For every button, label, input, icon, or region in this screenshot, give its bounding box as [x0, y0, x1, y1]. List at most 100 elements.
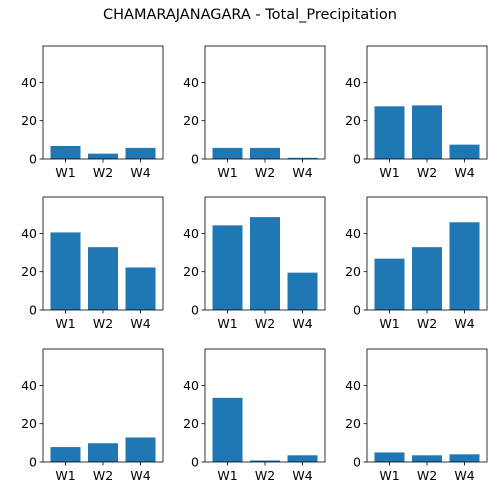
bar-w4: [125, 267, 156, 310]
plot-frame: [204, 348, 326, 463]
plot-frame: [204, 45, 326, 160]
subplot-9: W1 W2 W4 0 20 40: [345, 348, 488, 483]
y-tick-label: 20: [345, 113, 361, 128]
bar-w4: [287, 272, 318, 310]
y-tick-label: 0: [191, 455, 199, 470]
bar-w1: [50, 447, 81, 462]
bar-w2: [250, 147, 280, 159]
subplot-5: W1 W2 W4 0 20 40: [183, 196, 326, 331]
y-tick-label: 20: [345, 416, 361, 431]
subplot-6: W1 W2 W4 0 20 40: [345, 196, 488, 331]
x-tick-label: W1: [379, 316, 399, 331]
bar-w1: [212, 225, 243, 310]
bar-w2: [88, 443, 118, 462]
y-tick-label: 0: [353, 303, 361, 318]
x-tick-label: W4: [454, 468, 474, 483]
y-tick-label: 40: [183, 226, 199, 241]
plot-frame: [42, 196, 164, 311]
bar-w1: [212, 147, 243, 159]
x-tick-label: W2: [255, 316, 275, 331]
bar-w2: [250, 217, 280, 310]
y-tick-label: 40: [345, 226, 361, 241]
x-tick-label: W1: [379, 165, 399, 180]
bar-w2: [88, 247, 118, 310]
y-tick-label: 40: [21, 226, 37, 241]
y-tick-label: 0: [353, 152, 361, 167]
x-tick-label: W1: [55, 468, 75, 483]
plot-frame: [42, 348, 164, 463]
x-tick-label: W2: [93, 468, 113, 483]
x-tick-label: W4: [292, 468, 312, 483]
x-tick-label: W1: [217, 165, 237, 180]
y-tick-label: 0: [353, 455, 361, 470]
bar-w1: [212, 397, 243, 462]
y-tick-label: 0: [29, 152, 37, 167]
y-tick-label: 20: [183, 416, 199, 431]
y-tick-label: 20: [183, 113, 199, 128]
subplot-4: W1 W2 W4 0 20 40: [21, 196, 164, 331]
x-tick-label: W4: [454, 165, 474, 180]
x-tick-label: W1: [379, 468, 399, 483]
figure-title: CHAMARAJANAGARA - Total_Precipitation: [103, 7, 397, 23]
x-tick-label: W1: [217, 316, 237, 331]
bar-w4: [449, 222, 480, 310]
y-tick-label: 20: [345, 264, 361, 279]
bar-w2: [412, 247, 442, 310]
y-tick-label: 0: [191, 303, 199, 318]
x-tick-label: W1: [55, 165, 75, 180]
x-tick-label: W4: [130, 316, 150, 331]
bar-w1: [374, 258, 405, 310]
y-tick-label: 20: [21, 264, 37, 279]
y-tick-label: 40: [183, 75, 199, 90]
x-tick-label: W4: [292, 316, 312, 331]
plot-frame: [366, 45, 488, 160]
x-tick-label: W1: [55, 316, 75, 331]
bar-w1: [374, 106, 405, 159]
x-tick-label: W2: [417, 165, 437, 180]
plot-frame: [366, 348, 488, 463]
bar-w4: [287, 157, 318, 159]
y-tick-label: 0: [29, 455, 37, 470]
y-tick-label: 20: [21, 113, 37, 128]
bar-w1: [374, 452, 405, 462]
subplot-3: W1 W2 W4 0 20 40: [345, 45, 488, 180]
x-tick-label: W4: [130, 468, 150, 483]
x-tick-label: W4: [292, 165, 312, 180]
x-tick-label: W2: [417, 316, 437, 331]
x-tick-label: W2: [93, 316, 113, 331]
plot-frame: [42, 45, 164, 160]
y-tick-label: 40: [183, 378, 199, 393]
y-tick-label: 20: [183, 264, 199, 279]
bar-w2: [412, 455, 442, 462]
x-tick-label: W4: [130, 165, 150, 180]
bar-w1: [50, 145, 81, 159]
bar-w4: [449, 144, 480, 159]
x-tick-label: W2: [417, 468, 437, 483]
subplot-8: W1 W2 W4 0 20 40: [183, 348, 326, 483]
x-tick-label: W2: [93, 165, 113, 180]
subplot-1: W1 W2 W4 0 20 40: [21, 45, 164, 180]
bar-w2: [250, 460, 280, 462]
subplot-2: W1 W2 W4 0 20 40: [183, 45, 326, 180]
x-tick-label: W1: [217, 468, 237, 483]
x-tick-label: W4: [454, 316, 474, 331]
y-tick-label: 0: [191, 152, 199, 167]
y-tick-label: 40: [21, 378, 37, 393]
bar-w4: [125, 437, 156, 462]
bar-w4: [287, 455, 318, 462]
y-tick-label: 40: [345, 378, 361, 393]
plot-frame: [366, 196, 488, 311]
x-tick-label: W2: [255, 468, 275, 483]
bar-w2: [412, 105, 442, 159]
y-tick-label: 40: [345, 75, 361, 90]
y-tick-label: 40: [21, 75, 37, 90]
bar-w4: [125, 147, 156, 159]
y-tick-label: 20: [21, 416, 37, 431]
bar-w1: [50, 232, 81, 310]
x-tick-label: W2: [255, 165, 275, 180]
plot-frame: [204, 196, 326, 311]
bar-w4: [449, 454, 480, 462]
y-tick-label: 0: [29, 303, 37, 318]
subplot-7: W1 W2 W4 0 20 40: [21, 348, 164, 483]
